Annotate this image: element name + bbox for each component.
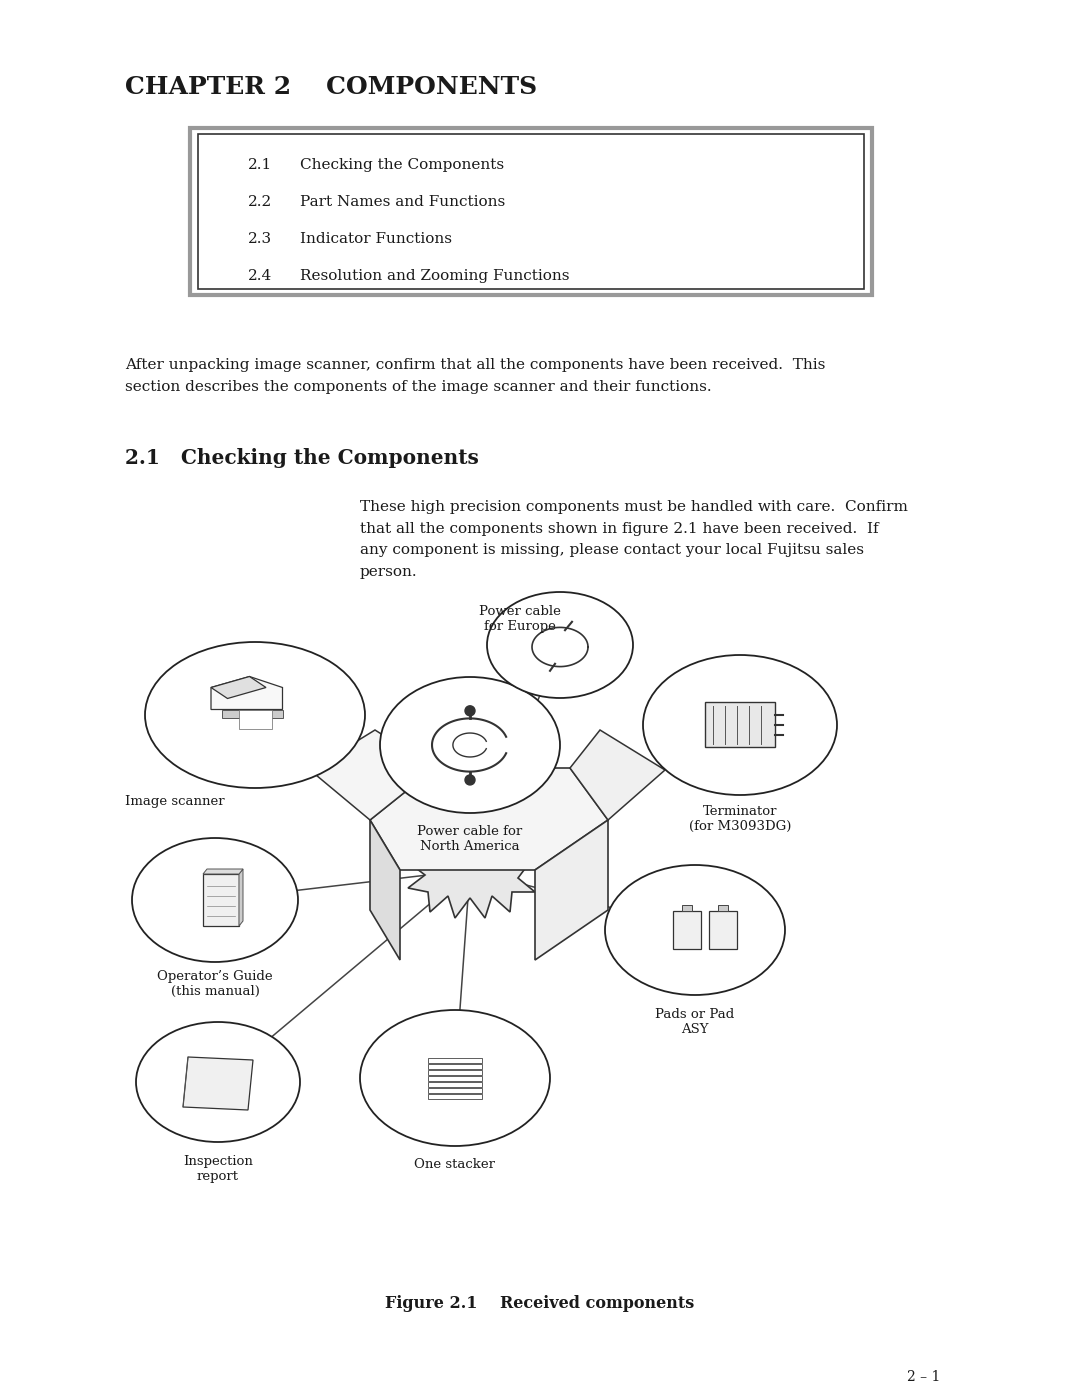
Ellipse shape (643, 655, 837, 795)
Polygon shape (428, 1083, 482, 1087)
Text: 2.4: 2.4 (248, 270, 272, 284)
Circle shape (465, 705, 475, 715)
Polygon shape (428, 1065, 482, 1069)
Text: Terminator
(for M3093DG): Terminator (for M3093DG) (689, 805, 792, 833)
Ellipse shape (380, 678, 561, 813)
Polygon shape (203, 869, 243, 875)
Text: Power cable for
North America: Power cable for North America (417, 826, 523, 854)
Text: After unpacking image scanner, confirm that all the components have been receive: After unpacking image scanner, confirm t… (125, 358, 825, 394)
Text: Image scanner: Image scanner (125, 795, 225, 807)
Text: Checking the Components: Checking the Components (300, 158, 504, 172)
Polygon shape (535, 820, 608, 960)
Polygon shape (239, 710, 271, 729)
Ellipse shape (360, 1010, 550, 1146)
Polygon shape (718, 905, 728, 911)
Polygon shape (408, 810, 535, 918)
Polygon shape (428, 1076, 482, 1081)
Text: Part Names and Functions: Part Names and Functions (300, 196, 505, 210)
FancyBboxPatch shape (705, 703, 775, 747)
Text: These high precision components must be handled with care.  Confirm
that all the: These high precision components must be … (360, 500, 908, 580)
Text: 2.1: 2.1 (248, 158, 272, 172)
Text: 2.3: 2.3 (248, 232, 272, 246)
Text: Inspection
report: Inspection report (184, 1155, 253, 1183)
Ellipse shape (136, 1023, 300, 1141)
Ellipse shape (145, 643, 365, 788)
Polygon shape (428, 1088, 482, 1092)
Polygon shape (570, 731, 665, 820)
Polygon shape (211, 676, 266, 698)
Polygon shape (222, 710, 283, 718)
Ellipse shape (605, 865, 785, 995)
Text: Indicator Functions: Indicator Functions (300, 232, 453, 246)
Text: 2 – 1: 2 – 1 (906, 1370, 940, 1384)
Polygon shape (211, 676, 283, 710)
Polygon shape (183, 1058, 253, 1111)
Polygon shape (370, 768, 608, 870)
Circle shape (465, 775, 475, 785)
Text: Resolution and Zooming Functions: Resolution and Zooming Functions (300, 270, 569, 284)
Text: 2.2: 2.2 (248, 196, 272, 210)
FancyBboxPatch shape (190, 129, 872, 295)
Polygon shape (428, 1058, 482, 1063)
Text: Pads or Pad
ASY: Pads or Pad ASY (656, 1009, 734, 1037)
Polygon shape (673, 911, 701, 949)
Polygon shape (708, 911, 737, 949)
FancyBboxPatch shape (198, 134, 864, 289)
Ellipse shape (132, 838, 298, 963)
Polygon shape (310, 731, 435, 820)
Text: Power cable
for Europe: Power cable for Europe (480, 605, 561, 633)
Polygon shape (428, 1070, 482, 1076)
Polygon shape (370, 820, 400, 960)
Polygon shape (203, 875, 239, 926)
Polygon shape (681, 905, 692, 911)
Text: Figure 2.1    Received components: Figure 2.1 Received components (386, 1295, 694, 1312)
Text: CHAPTER 2    COMPONENTS: CHAPTER 2 COMPONENTS (125, 75, 537, 99)
Polygon shape (428, 1094, 482, 1099)
Polygon shape (239, 869, 243, 926)
Text: One stacker: One stacker (415, 1158, 496, 1171)
Text: Operator’s Guide
(this manual): Operator’s Guide (this manual) (158, 970, 273, 997)
Text: 2.1   Checking the Components: 2.1 Checking the Components (125, 448, 478, 468)
Ellipse shape (487, 592, 633, 698)
